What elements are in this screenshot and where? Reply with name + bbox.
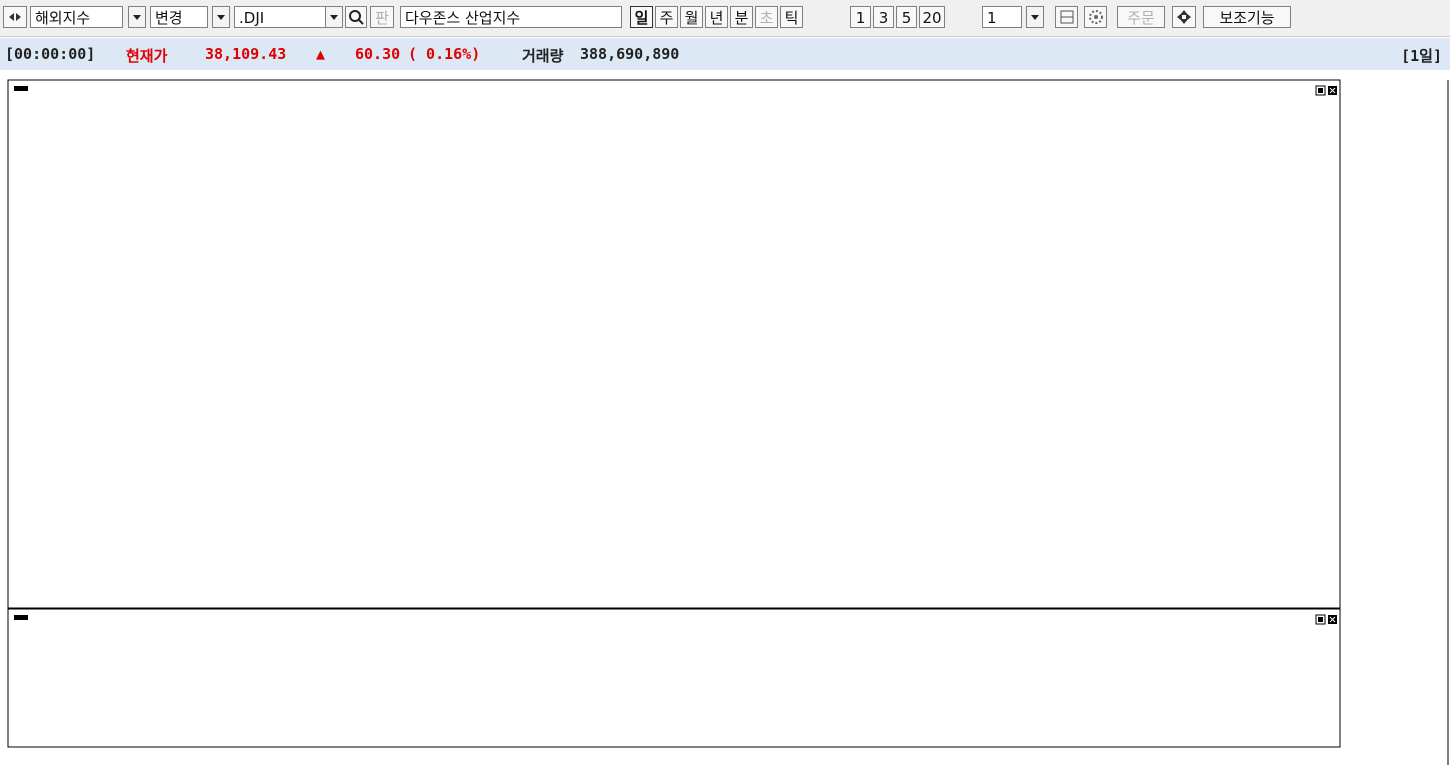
period-button[interactable]: 분: [730, 6, 753, 28]
move-button[interactable]: [1172, 6, 1196, 28]
price-panel: [7, 79, 1341, 609]
volume: 388,690,890: [580, 45, 680, 63]
panel-controls[interactable]: [1315, 85, 1337, 96]
order-button[interactable]: 주문: [1117, 6, 1165, 28]
settings-button[interactable]: [1084, 6, 1107, 28]
icon-button[interactable]: [1055, 6, 1078, 28]
price-label: 현재가: [126, 47, 168, 65]
name-box: 다우존스 산업지수: [400, 6, 622, 28]
period-button[interactable]: 월: [680, 6, 703, 28]
nav-button[interactable]: 2023/11/0313202712/041118262024/01/02162…: [3, 6, 1445, 765]
volume-label: 거래량: [522, 47, 564, 65]
period-button[interactable]: 틱: [780, 6, 803, 28]
change-select[interactable]: 변경: [150, 6, 208, 28]
info-bar: [00:00:00] 현재가 38,109.43 ▲ 60.30 ( 0.16%…: [0, 38, 1450, 70]
volume-panel: [7, 608, 1341, 748]
time: [00:00:00]: [5, 45, 96, 63]
arrow: ▲: [316, 45, 326, 63]
pan-button[interactable]: 판: [370, 6, 394, 28]
count-input[interactable]: 1: [982, 6, 1022, 28]
count-button[interactable]: 5: [896, 6, 917, 28]
count-button[interactable]: 1: [850, 6, 871, 28]
period-button[interactable]: 일: [630, 6, 653, 28]
interval: [1일]: [1401, 47, 1442, 65]
period-button[interactable]: 주: [655, 6, 678, 28]
change: 60.30: [355, 45, 401, 63]
period-button[interactable]: 초: [755, 6, 778, 28]
dropdown[interactable]: [128, 6, 146, 28]
search-button[interactable]: [345, 6, 367, 28]
change-pct: ( 0.16%): [408, 45, 481, 63]
period-button[interactable]: 년: [705, 6, 728, 28]
panel-icon: [14, 615, 28, 620]
panel-icon: [14, 86, 28, 91]
panel-controls[interactable]: [1315, 614, 1337, 625]
dropdown[interactable]: [1026, 6, 1044, 28]
count-button[interactable]: 20: [919, 6, 945, 28]
aux-button[interactable]: 보조기능: [1203, 6, 1291, 28]
dropdown[interactable]: [212, 6, 230, 28]
market-select[interactable]: 해외지수: [30, 6, 123, 28]
dropdown[interactable]: [325, 6, 343, 28]
code-input[interactable]: .DJI: [234, 6, 342, 28]
price: 38,109.43: [205, 45, 287, 63]
count-button[interactable]: 3: [873, 6, 894, 28]
